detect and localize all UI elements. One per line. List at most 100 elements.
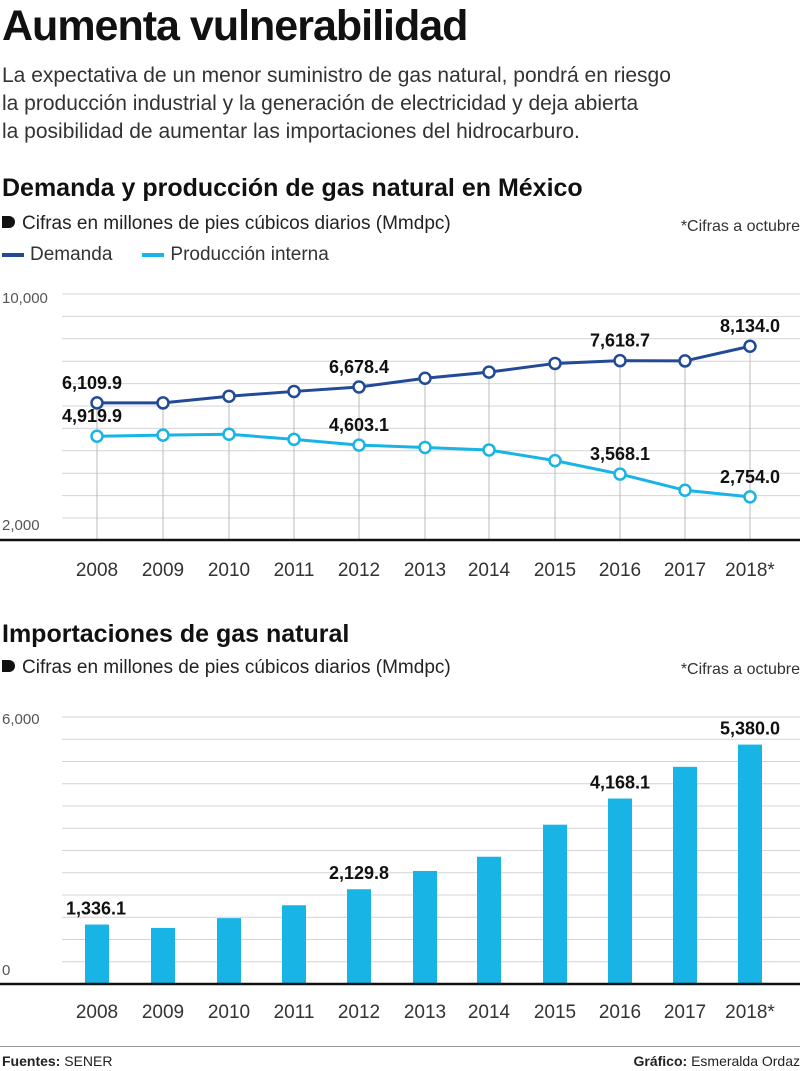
data-point xyxy=(548,453,562,468)
bar xyxy=(151,927,175,984)
x-tick-label: 2010 xyxy=(208,1002,250,1023)
data-point xyxy=(287,384,301,399)
legend-item-produccion: Producción interna xyxy=(142,244,329,266)
x-tick-label: 2018* xyxy=(725,1002,775,1023)
x-tick-label: 2011 xyxy=(274,560,315,581)
data-point xyxy=(613,467,627,481)
page-title: Aumenta vulnerabilidad xyxy=(2,2,468,50)
x-tick-label: 2011 xyxy=(274,1002,315,1023)
bar xyxy=(85,924,109,984)
data-point xyxy=(90,429,104,443)
bar xyxy=(738,744,762,984)
data-point xyxy=(743,490,757,504)
footer-credit-value: Esmeralda Ordaz xyxy=(691,1053,800,1069)
chart2-note: *Cifras a octubre xyxy=(680,661,800,678)
x-tick-label: 2012 xyxy=(338,560,380,581)
x-tick-label: 2008 xyxy=(76,560,118,581)
footer-sources: Fuentes: SENER xyxy=(2,1053,112,1069)
data-point xyxy=(548,356,562,371)
y-tick-label: 2,000 xyxy=(2,517,40,534)
data-point xyxy=(482,443,496,457)
data-label: 6,678.4 xyxy=(329,357,389,377)
chart2-subtitle-text: Cifras en millones de pies cúbicos diari… xyxy=(22,657,451,678)
bar-chart: 6,000 0 1,336.1 2,129.8 4,168.1 5,380.0 2008 20… xyxy=(0,711,800,1023)
data-point xyxy=(678,483,692,498)
bullet-icon xyxy=(2,216,15,228)
data-label: 2,754.0 xyxy=(720,467,780,487)
intro-line-1: La expectativa de un menor suministro de… xyxy=(2,64,671,87)
data-point xyxy=(482,365,496,379)
data-point xyxy=(156,428,170,442)
data-label: 4,168.1 xyxy=(590,773,650,793)
x-tick-label: 2012 xyxy=(338,1002,380,1023)
data-label: 7,618.7 xyxy=(590,331,650,351)
x-tick-label: 2009 xyxy=(142,560,184,581)
bar xyxy=(477,856,501,984)
x-tick-label: 2016 xyxy=(599,560,641,581)
x-tick-label: 2010 xyxy=(208,560,250,581)
footer: Fuentes: SENER Gráfico: Esmeralda Ordaz xyxy=(0,1046,800,1069)
bar xyxy=(217,918,241,984)
data-label: 2,129.8 xyxy=(329,863,389,883)
y-tick-label: 6,000 xyxy=(2,711,40,728)
footer-sources-label: Fuentes: xyxy=(2,1053,61,1069)
chart2-subtitle: Cifras en millones de pies cúbicos diari… xyxy=(2,657,451,679)
chart1-subtitle-text: Cifras en millones de pies cúbicos diari… xyxy=(22,213,451,234)
bar xyxy=(673,766,697,984)
bullet-icon xyxy=(2,660,15,672)
data-point xyxy=(222,427,236,442)
x-tick-label: 2014 xyxy=(468,560,511,581)
x-tick-label: 2013 xyxy=(404,1002,446,1023)
chart1-note: *Cifras a octubre xyxy=(680,218,800,235)
data-point xyxy=(418,371,432,386)
x-tick-label: 2015 xyxy=(534,1002,576,1023)
bar xyxy=(413,870,437,984)
chart1-legend: Demanda Producción interna xyxy=(2,244,359,266)
data-point xyxy=(287,432,301,447)
data-label: 4,919.9 xyxy=(62,406,122,426)
data-point xyxy=(418,440,432,455)
x-tick-label: 2015 xyxy=(534,560,576,581)
x-tick-label: 2018* xyxy=(725,560,775,581)
bar xyxy=(347,889,371,984)
intro-line-2: la producción industrial y la generación… xyxy=(2,92,639,115)
data-label: 8,134.0 xyxy=(720,316,780,336)
data-point xyxy=(678,354,692,368)
legend-swatch-produccion xyxy=(142,253,165,257)
footer-credit: Gráfico: Esmeralda Ordaz xyxy=(633,1053,800,1069)
legend-label-produccion: Producción interna xyxy=(170,244,329,265)
data-label: 5,380.0 xyxy=(720,719,780,739)
data-point xyxy=(156,396,170,410)
footer-sources-value: SENER xyxy=(64,1053,113,1069)
data-point xyxy=(613,353,627,368)
line-chart: 10,000 2,000 2008 2009 2010 2011 2012 2013 2014 2… xyxy=(0,290,800,581)
bar xyxy=(543,824,567,984)
data-point xyxy=(352,380,366,394)
data-label: 6,109.9 xyxy=(62,373,122,393)
x-tick-label: 2013 xyxy=(404,560,446,581)
legend-label-demanda: Demanda xyxy=(30,244,113,265)
data-point xyxy=(90,396,104,410)
y-tick-label: 10,000 xyxy=(2,290,48,307)
chart1-heading: Demanda y producción de gas natural en M… xyxy=(2,174,583,202)
x-tick-label: 2016 xyxy=(599,1002,641,1023)
y-tick-label: 0 xyxy=(2,962,10,979)
footer-credit-label: Gráfico: xyxy=(633,1053,688,1069)
data-label: 1,336.1 xyxy=(66,899,126,919)
intro-line-3: la posibilidad de aumentar las importaci… xyxy=(2,120,580,143)
chart2-heading: Importaciones de gas natural xyxy=(2,620,350,648)
legend-swatch-demanda xyxy=(2,253,24,257)
data-point xyxy=(222,389,236,403)
x-tick-label: 2008 xyxy=(76,1002,118,1023)
chart1-subtitle: Cifras en millones de pies cúbicos diari… xyxy=(2,213,451,235)
x-tick-label: 2009 xyxy=(142,1002,184,1023)
data-point xyxy=(352,438,366,452)
x-tick-label: 2017 xyxy=(664,1002,706,1023)
data-label: 4,603.1 xyxy=(329,415,389,435)
data-point xyxy=(743,339,757,353)
x-tick-label: 2014 xyxy=(468,1002,511,1023)
bar xyxy=(282,905,306,984)
bar xyxy=(608,798,632,984)
x-tick-label: 2017 xyxy=(664,560,706,581)
legend-item-demanda: Demanda xyxy=(2,244,112,266)
